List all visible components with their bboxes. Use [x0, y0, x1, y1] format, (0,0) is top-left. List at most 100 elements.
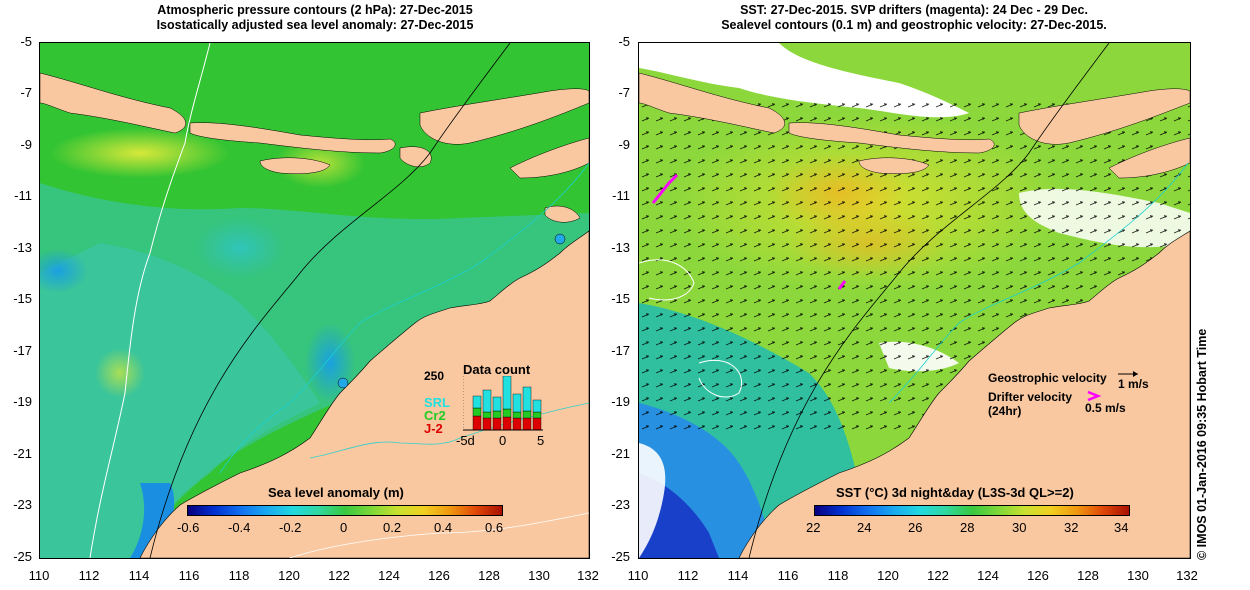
left-y-tick: -19: [13, 394, 32, 409]
sla-colorbar-tick: -0.6: [177, 520, 200, 535]
data-count-bars: [463, 376, 543, 431]
left-x-tick: 116: [178, 568, 200, 583]
data-count-bar: [482, 389, 492, 413]
right-title-line2: Sealevel contours (0.1 m) and geostrophi…: [721, 18, 1107, 32]
data-count-bar: [492, 417, 502, 431]
sst-colorbar-tick: 32: [1064, 520, 1079, 535]
sst-colorbar: [814, 505, 1130, 516]
right-x-tick: 116: [777, 568, 799, 583]
left-y-tick: -7: [20, 85, 32, 100]
right-x-tick: 130: [1127, 568, 1149, 583]
data-count-bar: [492, 410, 502, 419]
left-y-tick: -21: [13, 446, 32, 461]
right-y-tick: -11: [612, 188, 630, 203]
right-y-tick: -19: [611, 394, 630, 409]
data-count-bar: [532, 417, 542, 431]
right-y-tick: -17: [611, 343, 630, 358]
geostrophic-arrow-icon: [1118, 371, 1138, 377]
right-x-tick: 112: [677, 568, 699, 583]
left-x-tick: 122: [328, 568, 350, 583]
sla-colorbar-title: Sea level anomaly (m): [268, 485, 404, 500]
drifter-arrow-icon: [1087, 390, 1102, 402]
data-count-max-label: 250: [424, 369, 445, 383]
data-count-bar: [492, 396, 502, 412]
sst-colorbar-title: SST (°C) 3d night&day (L3S-3d QL>=2): [836, 485, 1074, 500]
sst-colorbar-tick: 28: [960, 520, 975, 535]
data-count-bar: [522, 417, 532, 431]
left-y-tick: -25: [13, 549, 32, 564]
drifter-scale: 0.5 m/s: [1085, 401, 1126, 415]
left-x-tick: 126: [428, 568, 450, 583]
right-y-tick: -15: [611, 291, 630, 306]
left-y-tick: -11: [14, 188, 32, 203]
right-x-tick: 118: [827, 568, 849, 583]
left-x-tick: 132: [577, 568, 599, 583]
data-count-title: Data count: [463, 362, 531, 377]
imos-credit: © IMOS 01-Jan-2016 09:35 Hobart Time: [1195, 328, 1209, 560]
data-count-bar: [472, 395, 482, 409]
sla-colorbar-tick: 0.6: [485, 520, 504, 535]
sst-map: [638, 42, 1191, 559]
sst-colorbar-tick: 26: [908, 520, 923, 535]
data-count-legend-srl: SRL: [424, 395, 450, 410]
sla-colorbar-tick: -0.4: [228, 520, 251, 535]
geostrophic-velocity-label: Geostrophic velocity: [988, 371, 1107, 385]
right-x-tick: 124: [977, 568, 999, 583]
sla-colorbar-tick: 0.2: [383, 520, 402, 535]
left-y-tick: -5: [20, 34, 32, 49]
left-x-tick: 130: [528, 568, 550, 583]
sla-colorbar-tick: 0.4: [434, 520, 453, 535]
left-y-tick: -15: [13, 291, 32, 306]
right-y-tick: -23: [611, 497, 630, 512]
data-count-bar: [472, 407, 482, 417]
drifter-velocity-label: Drifter velocity: [988, 390, 1073, 404]
data-count-bar: [482, 417, 492, 431]
data-count-legend-cr2: Cr2: [424, 408, 446, 423]
left-x-tick: 114: [128, 568, 150, 583]
data-count-x-tick: 0: [499, 433, 507, 448]
sst-colorbar-tick: 24: [857, 520, 872, 535]
left-title-line1: Atmospheric pressure contours (2 hPa): 2…: [157, 3, 473, 17]
data-count-bar: [522, 386, 532, 412]
left-y-tick: -9: [20, 137, 32, 152]
left-x-tick: 128: [478, 568, 500, 583]
data-count-x-tick: -5d: [456, 433, 475, 448]
left-x-tick: 118: [228, 568, 250, 583]
sla-colorbar: [187, 505, 503, 516]
drifter-velocity-period: (24hr): [988, 404, 1022, 418]
sla-colorbar-tick: 0: [340, 520, 348, 535]
right-x-tick: 132: [1176, 568, 1198, 583]
right-y-tick: -21: [611, 446, 630, 461]
right-x-tick: 128: [1077, 568, 1099, 583]
data-count-bar: [472, 415, 482, 431]
sla-colorbar-tick: -0.2: [279, 520, 302, 535]
left-y-tick: -23: [13, 497, 32, 512]
data-count-bar: [512, 393, 522, 413]
sst-colorbar-tick: 22: [806, 520, 821, 535]
data-count-bar: [502, 376, 512, 410]
left-x-tick: 120: [278, 568, 300, 583]
right-title-line1: SST: 27-Dec-2015. SVP drifters (magenta)…: [740, 3, 1088, 17]
left-x-tick: 124: [378, 568, 400, 583]
sea-level-anomaly-map: [39, 42, 590, 559]
right-y-tick: -7: [618, 85, 630, 100]
sst-colorbar-tick: 30: [1012, 520, 1027, 535]
left-x-tick: 112: [78, 568, 100, 583]
data-count-legend-j2: J-2: [424, 421, 443, 436]
left-y-tick: -17: [13, 343, 32, 358]
right-y-tick: -25: [611, 549, 630, 564]
geostrophic-scale: 1 m/s: [1118, 377, 1149, 391]
right-x-tick: 122: [927, 568, 949, 583]
sst-map-svg: [639, 43, 1190, 558]
data-count-bar: [482, 411, 492, 419]
right-x-tick: 120: [877, 568, 899, 583]
sst-colorbar-tick: 34: [1114, 520, 1129, 535]
data-count-bar: [532, 399, 542, 413]
sea-level-anomaly-map-svg: [40, 43, 589, 558]
left-x-tick: 110: [28, 568, 50, 583]
left-y-tick: -13: [13, 240, 32, 255]
data-count-bar: [532, 411, 542, 419]
left-title-line2: Isostatically adjusted sea level anomaly…: [156, 18, 474, 32]
data-count-bar: [512, 411, 522, 419]
right-y-tick: -13: [611, 240, 630, 255]
